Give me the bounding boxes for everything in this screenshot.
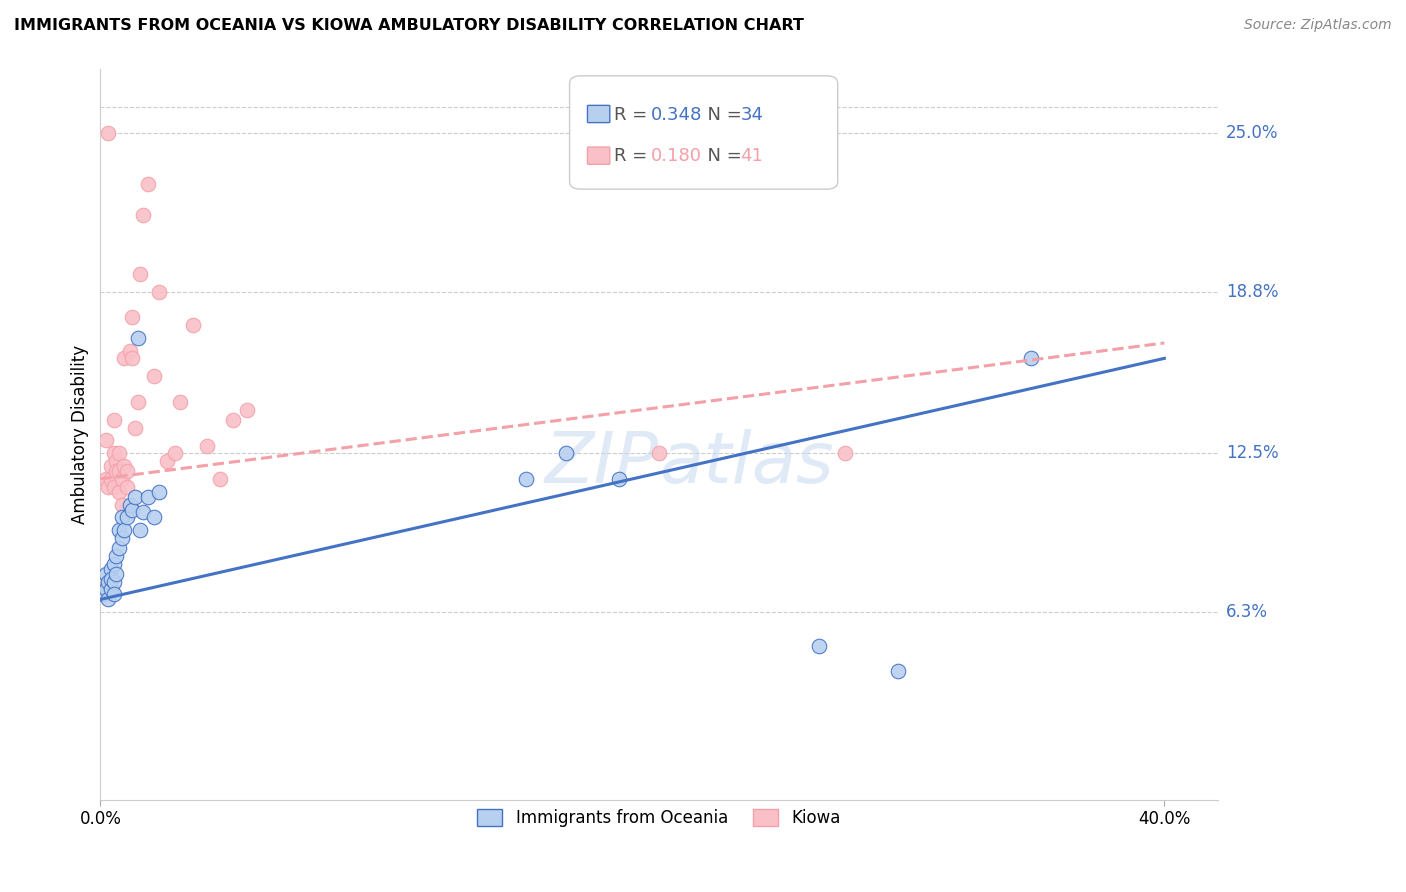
Point bbox=[124, 420, 146, 434]
Text: 0.180: 0.180 bbox=[651, 147, 702, 165]
Point bbox=[129, 267, 152, 281]
Point bbox=[121, 351, 143, 366]
Point bbox=[132, 505, 155, 519]
Point bbox=[111, 472, 134, 486]
Point bbox=[554, 446, 576, 460]
Point bbox=[142, 510, 165, 524]
Point bbox=[94, 434, 117, 448]
Point bbox=[127, 395, 149, 409]
Point bbox=[136, 490, 159, 504]
Text: 12.5%: 12.5% bbox=[1226, 444, 1278, 462]
Text: 0.348: 0.348 bbox=[651, 105, 703, 124]
Point bbox=[108, 484, 131, 499]
Point bbox=[91, 582, 114, 597]
Point bbox=[100, 582, 122, 597]
Point bbox=[103, 480, 125, 494]
Point bbox=[127, 331, 149, 345]
Text: Source: ZipAtlas.com: Source: ZipAtlas.com bbox=[1244, 18, 1392, 32]
Point bbox=[156, 454, 179, 468]
Point bbox=[112, 523, 135, 537]
Point bbox=[195, 439, 218, 453]
Point bbox=[105, 549, 128, 563]
Point bbox=[121, 502, 143, 516]
Text: N =: N = bbox=[696, 147, 748, 165]
Point bbox=[148, 285, 170, 299]
Text: ZIP: ZIP bbox=[544, 429, 659, 498]
Point bbox=[103, 574, 125, 589]
Point bbox=[103, 557, 125, 571]
FancyBboxPatch shape bbox=[588, 105, 610, 122]
Text: 25.0%: 25.0% bbox=[1226, 124, 1278, 142]
Point bbox=[108, 541, 131, 556]
Point bbox=[118, 498, 141, 512]
Text: atlas: atlas bbox=[659, 429, 834, 498]
Point bbox=[115, 464, 138, 478]
Point bbox=[108, 464, 131, 478]
Point bbox=[91, 587, 114, 601]
Legend: Immigrants from Oceania, Kiowa: Immigrants from Oceania, Kiowa bbox=[470, 800, 849, 835]
Point bbox=[1021, 351, 1043, 366]
Point bbox=[100, 572, 122, 586]
Point bbox=[132, 208, 155, 222]
Point bbox=[118, 343, 141, 358]
Point bbox=[222, 413, 245, 427]
Point bbox=[103, 413, 125, 427]
Text: N =: N = bbox=[696, 105, 748, 124]
Point bbox=[100, 472, 122, 486]
Point bbox=[105, 454, 128, 468]
Point bbox=[111, 498, 134, 512]
Text: 18.8%: 18.8% bbox=[1226, 283, 1278, 301]
Text: 41: 41 bbox=[741, 147, 763, 165]
Point bbox=[148, 484, 170, 499]
Point bbox=[169, 395, 191, 409]
Point bbox=[94, 566, 117, 581]
Text: R =: R = bbox=[614, 147, 654, 165]
Text: R =: R = bbox=[614, 105, 654, 124]
Point bbox=[100, 562, 122, 576]
Point bbox=[97, 592, 120, 607]
Point bbox=[209, 472, 232, 486]
Point bbox=[103, 446, 125, 460]
Text: IMMIGRANTS FROM OCEANIA VS KIOWA AMBULATORY DISABILITY CORRELATION CHART: IMMIGRANTS FROM OCEANIA VS KIOWA AMBULAT… bbox=[14, 18, 804, 33]
Point bbox=[105, 464, 128, 478]
Point bbox=[103, 587, 125, 601]
Point bbox=[834, 446, 856, 460]
Point bbox=[94, 582, 117, 597]
Point bbox=[183, 318, 205, 332]
Point bbox=[121, 310, 143, 325]
Y-axis label: Ambulatory Disability: Ambulatory Disability bbox=[72, 344, 89, 524]
Point bbox=[136, 177, 159, 191]
Point bbox=[115, 510, 138, 524]
Point bbox=[142, 369, 165, 384]
Point bbox=[105, 566, 128, 581]
Point bbox=[648, 446, 671, 460]
Text: 6.3%: 6.3% bbox=[1226, 603, 1268, 622]
Point bbox=[111, 531, 134, 545]
Point bbox=[108, 446, 131, 460]
Point bbox=[97, 480, 120, 494]
Point bbox=[112, 459, 135, 474]
Point bbox=[97, 126, 120, 140]
Point bbox=[129, 523, 152, 537]
FancyBboxPatch shape bbox=[569, 76, 838, 189]
Point bbox=[100, 459, 122, 474]
Point bbox=[97, 574, 120, 589]
Point bbox=[108, 523, 131, 537]
Point bbox=[515, 472, 537, 486]
Point bbox=[124, 490, 146, 504]
Point bbox=[163, 446, 186, 460]
Point bbox=[235, 402, 257, 417]
Point bbox=[94, 472, 117, 486]
Point bbox=[111, 510, 134, 524]
FancyBboxPatch shape bbox=[588, 147, 610, 164]
Point bbox=[607, 472, 630, 486]
Point bbox=[115, 480, 138, 494]
Point bbox=[887, 665, 910, 679]
Point bbox=[112, 351, 135, 366]
Point bbox=[807, 639, 830, 653]
Text: 34: 34 bbox=[741, 105, 763, 124]
